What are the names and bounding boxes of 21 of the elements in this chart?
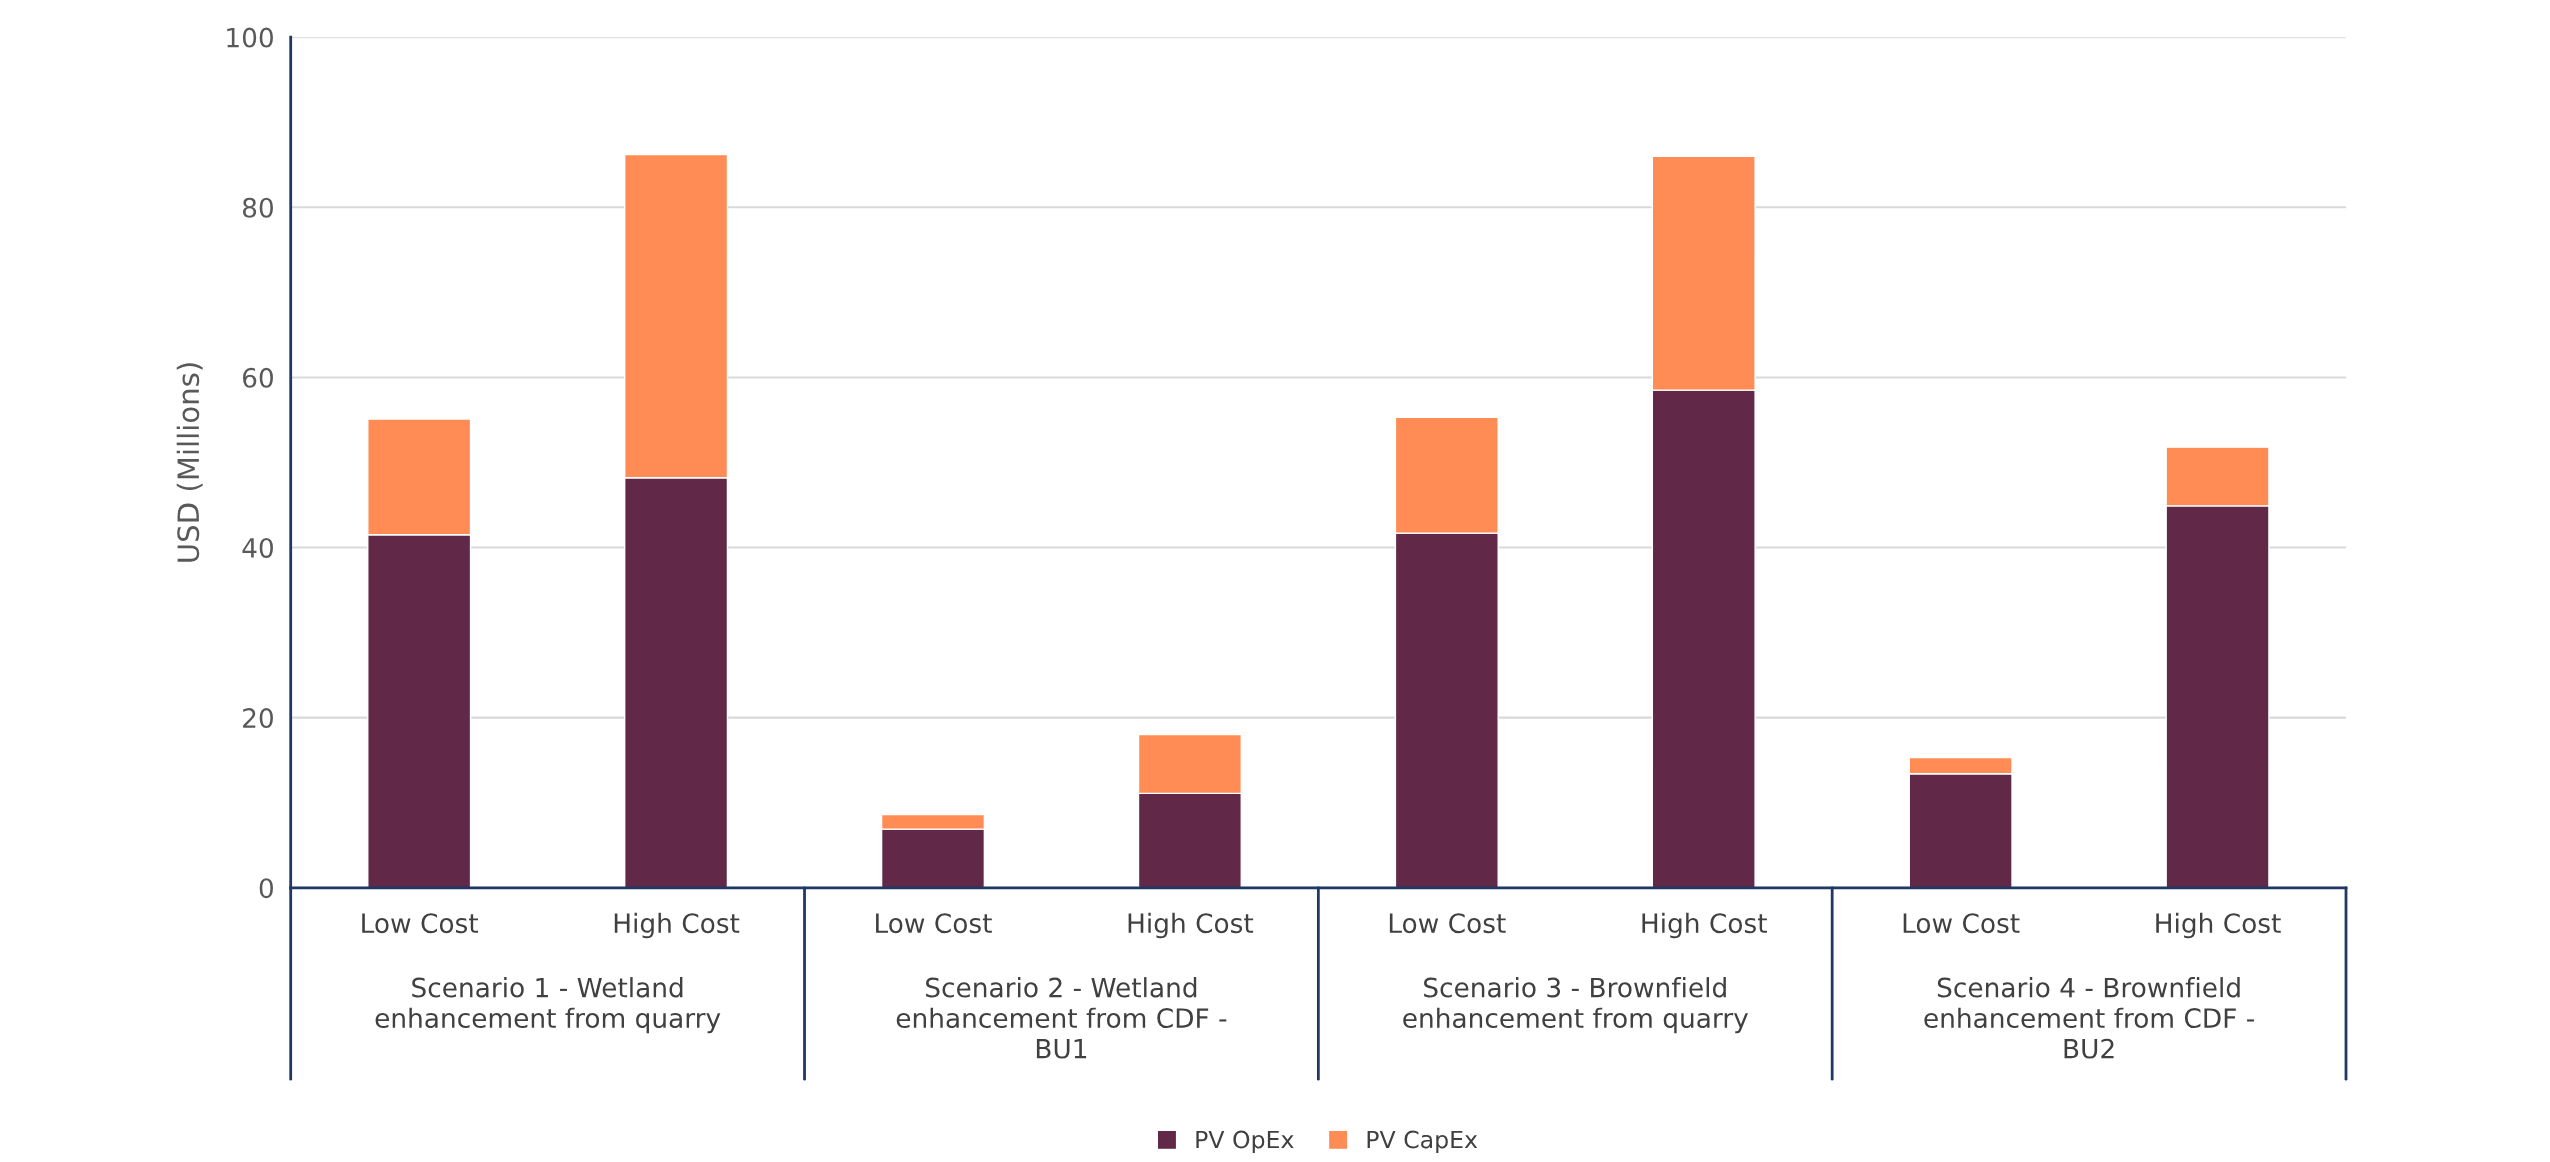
- x-tick-label: Low Cost: [1903, 913, 2020, 934]
- y-tick-label: 100: [227, 27, 273, 48]
- text: Scenario 4 - Brownfield enhancement from CDF - BU2: [1924, 977, 2254, 1059]
- legend-label: PV OpEx: [1196, 1130, 1294, 1154]
- x-tick-label: High Cost: [1128, 912, 1254, 939]
- legend-label: PV CapEx: [1367, 1130, 1478, 1154]
- y-tick-label: 40: [242, 537, 273, 558]
- text: Scenario 1 - Wetland enhancement from quarry: [375, 977, 721, 1034]
- x-tick-label: High Cost: [1642, 912, 1767, 939]
- text: Scenario 2 - Wetland enhancement from CDF - BU1: [896, 977, 1227, 1059]
- y-tick-label: 80: [242, 197, 273, 218]
- y-tick-label: 60: [242, 367, 273, 388]
- text: Scenario 3 - Brownfield enhancement from quarry: [1403, 977, 1748, 1034]
- x-tick-label: Low Cost: [1389, 913, 1506, 934]
- x-tick-label: Low Cost: [362, 913, 479, 934]
- x-tick-label: High Cost: [2156, 912, 2281, 939]
- x-tick-label: Low Cost: [876, 913, 992, 934]
- y-tick-label: 20: [243, 708, 273, 729]
- y-axis-title: USD (Millions): [176, 363, 203, 562]
- x-tick-label: High Cost: [614, 912, 740, 939]
- y-tick-label: 0: [259, 878, 273, 899]
